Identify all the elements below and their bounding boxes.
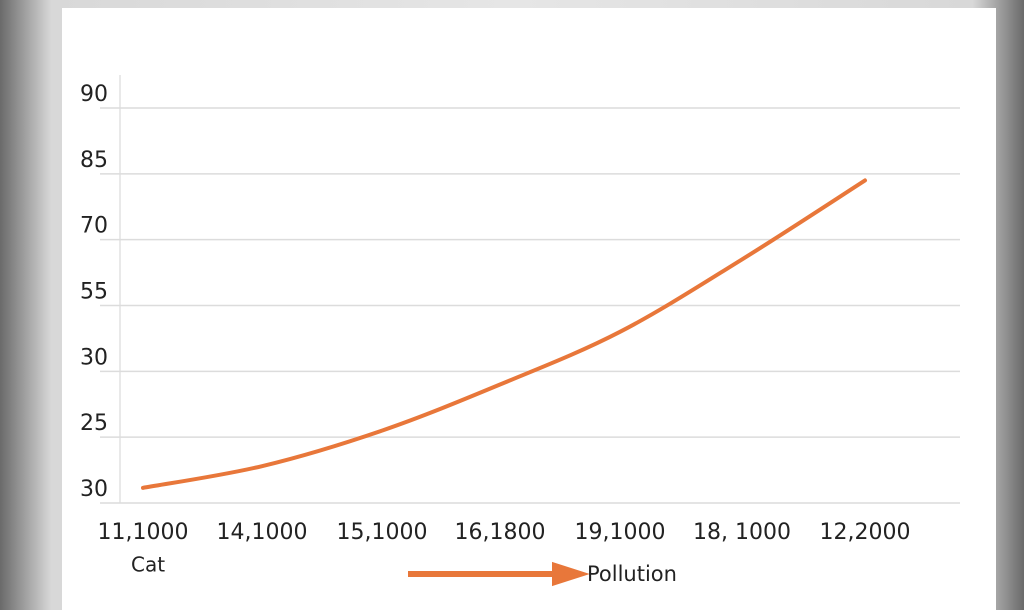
x-tick-label: 15,1000 (337, 520, 428, 545)
x-tick-label: 12,2000 (820, 520, 911, 545)
y-tick-label: 25 (80, 411, 108, 436)
y-tick-label: 90 (80, 82, 108, 107)
x-tick-label: 11,1000 (98, 520, 189, 545)
x-tick-label: 14,1000 (217, 520, 308, 545)
x-axis-label: Pollution (587, 562, 677, 586)
x-tick-label: 18, 1000 (693, 520, 791, 545)
x-category-label: Cat (131, 553, 165, 577)
y-tick-label: 70 (80, 214, 108, 239)
y-tick-label: 30 (80, 477, 108, 502)
y-tick-label: 55 (80, 280, 108, 305)
y-tick-label: 85 (80, 148, 108, 173)
y-tick-label: 30 (80, 345, 108, 370)
line (141, 178, 867, 490)
x-tick-label: 16,1800 (455, 520, 546, 545)
x-tick-label: 19,1000 (575, 520, 666, 545)
arrow (408, 561, 590, 587)
